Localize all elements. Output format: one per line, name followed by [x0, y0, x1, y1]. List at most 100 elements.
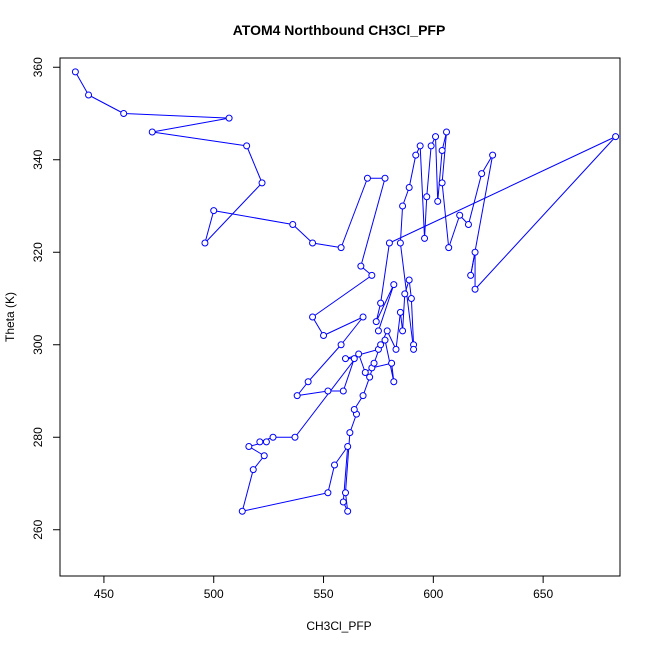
data-point [374, 327, 382, 335]
data-point [363, 174, 371, 182]
data-point [243, 142, 251, 150]
data-point [256, 438, 264, 446]
data-point [427, 142, 435, 150]
data-point [324, 489, 332, 497]
data-point [385, 239, 393, 247]
data-point [289, 221, 297, 228]
series-segment [474, 136, 616, 290]
series-segment [426, 145, 432, 197]
data-point [396, 308, 404, 316]
data-point [355, 350, 363, 358]
series-segment [344, 432, 351, 493]
series-segment [419, 145, 426, 239]
data-point [421, 234, 429, 242]
data-point [238, 507, 246, 515]
data-point [357, 262, 365, 270]
series-segment [470, 252, 476, 276]
data-point [337, 244, 345, 252]
data-point [489, 151, 497, 159]
data-point [341, 355, 349, 363]
data-point [148, 128, 156, 136]
data-point [434, 197, 442, 205]
series-segment [441, 182, 450, 248]
series-segment [448, 215, 461, 248]
data-point [269, 433, 277, 441]
data-point [359, 313, 367, 321]
chart-title: ATOM4 Northbound CH3Cl_PFP [233, 22, 446, 38]
series-segment [467, 173, 483, 225]
data-point [478, 170, 486, 178]
series-segment [375, 284, 395, 322]
data-point [438, 179, 446, 187]
series-segment [408, 155, 417, 188]
series-segment [152, 117, 230, 133]
data-point [210, 207, 218, 215]
series-segment [307, 344, 342, 383]
data-point [258, 179, 266, 187]
series-segment [424, 196, 428, 239]
x-axis-label: CH3Cl_PFP [306, 619, 371, 633]
y-tick-label: 280 [31, 427, 45, 447]
data-point [612, 133, 620, 141]
y-tick-label: 320 [31, 242, 45, 262]
series-segment [377, 284, 395, 332]
series-segment [334, 446, 349, 466]
data-point [399, 202, 407, 210]
data-point [85, 91, 93, 99]
data-point [71, 68, 79, 76]
series-segment [213, 210, 293, 225]
data-point [262, 438, 270, 446]
data-point [471, 248, 479, 256]
data-point [445, 244, 453, 252]
data-point [368, 271, 376, 279]
x-axis: 450 500 550 600 650 [94, 575, 553, 601]
series-segment [399, 205, 404, 244]
series-segment [204, 182, 263, 244]
data-point [412, 151, 420, 159]
data-point [350, 355, 358, 363]
y-tick-label: 260 [31, 519, 45, 539]
series-segment [437, 150, 443, 202]
data-point [390, 378, 398, 386]
y-axis: 260 280 300 320 340 360 [31, 57, 61, 540]
series-segment [246, 145, 263, 184]
y-tick-label: 360 [31, 57, 45, 77]
series-segment [312, 242, 342, 249]
series-segment [342, 358, 355, 392]
data-point [381, 336, 389, 344]
series-segment [204, 210, 215, 244]
series-segment [441, 131, 448, 183]
data-point [366, 373, 374, 381]
series-points [71, 68, 620, 515]
data-point [416, 142, 424, 150]
data-point [344, 507, 352, 515]
data-point [304, 378, 312, 386]
data-point [471, 285, 479, 293]
data-point [438, 147, 446, 154]
data-point [407, 295, 415, 302]
series-segment [294, 353, 360, 438]
data-point [339, 498, 347, 506]
data-point [120, 110, 128, 117]
series-segment [435, 136, 439, 202]
data-point [293, 392, 301, 400]
data-point [405, 184, 413, 191]
series-segment [242, 492, 329, 512]
data-point [245, 443, 253, 450]
series-segment [340, 178, 368, 248]
x-tick-label: 450 [94, 587, 114, 601]
series-segment [360, 178, 386, 267]
data-point [359, 392, 367, 400]
data-point [350, 406, 358, 413]
data-point [260, 452, 268, 460]
data-point [399, 327, 407, 335]
x-tick-label: 500 [204, 587, 224, 601]
data-point [377, 299, 385, 307]
series-segment [340, 316, 364, 346]
x-tick-label: 600 [423, 587, 443, 601]
series-segment [312, 316, 324, 336]
data-point [309, 239, 317, 247]
data-point [467, 271, 475, 279]
x-tick-label: 550 [314, 587, 334, 601]
